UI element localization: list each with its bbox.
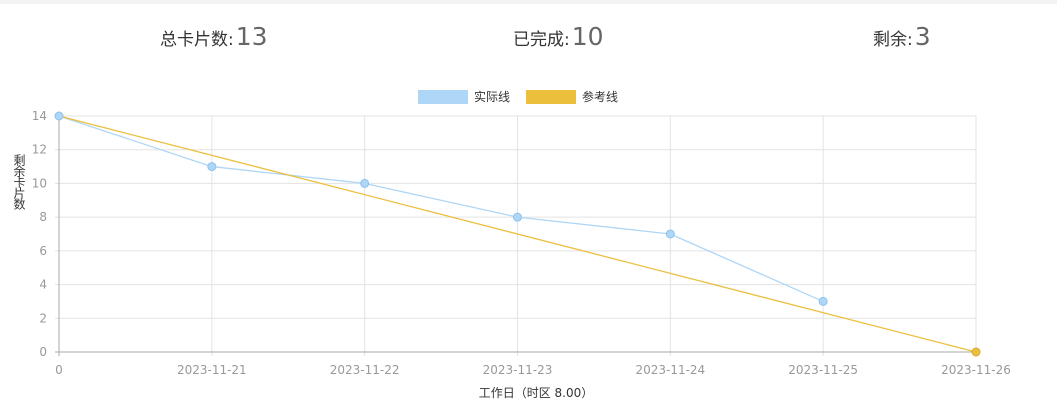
y-tick-label: 0 bbox=[39, 345, 47, 359]
x-tick-label: 2023-11-24 bbox=[635, 363, 705, 377]
data-point bbox=[360, 178, 370, 188]
data-point bbox=[207, 162, 217, 172]
data-point bbox=[665, 229, 675, 239]
y-tick-label: 2 bbox=[39, 311, 47, 325]
stat-done: 已完成: 10 bbox=[513, 22, 604, 51]
x-tick-label: 2023-11-23 bbox=[483, 363, 553, 377]
legend-swatch bbox=[526, 90, 576, 104]
y-tick-label: 4 bbox=[39, 278, 47, 292]
data-point bbox=[513, 212, 522, 222]
y-tick-label: 10 bbox=[32, 176, 47, 190]
y-tick-label: 6 bbox=[39, 244, 47, 258]
legend-label: 实际线 bbox=[474, 89, 510, 104]
legend-swatch bbox=[418, 90, 468, 104]
legend-label: 参考线 bbox=[582, 89, 618, 104]
x-axis-label: 工作日（时区 8.00） bbox=[479, 386, 594, 400]
y-tick-label: 12 bbox=[32, 143, 47, 157]
x-tick-label: 2023-11-26 bbox=[941, 363, 1011, 377]
stat-total: 总卡片数: 13 bbox=[160, 22, 268, 51]
series-line bbox=[58, 115, 977, 353]
data-point bbox=[54, 111, 64, 121]
x-tick-label: 2023-11-25 bbox=[788, 363, 858, 377]
burndown-chart: 0 2 4 6 8 10 12 14 0 2023-11-21 2023-11-22 2023-11-… bbox=[32, 89, 1011, 400]
x-tick-label: 2023-11-21 bbox=[177, 363, 247, 377]
data-point bbox=[818, 296, 828, 306]
x-tick-label: 0 bbox=[55, 363, 63, 377]
y-tick-label: 8 bbox=[39, 210, 47, 224]
series-line bbox=[58, 115, 824, 303]
y-tick-label: 14 bbox=[32, 109, 47, 123]
x-tick-label: 2023-11-22 bbox=[330, 363, 400, 377]
data-point bbox=[971, 347, 981, 357]
y-axis-label: 剩余卡片数 bbox=[12, 154, 26, 209]
stat-remaining: 剩余: 3 bbox=[873, 22, 931, 51]
